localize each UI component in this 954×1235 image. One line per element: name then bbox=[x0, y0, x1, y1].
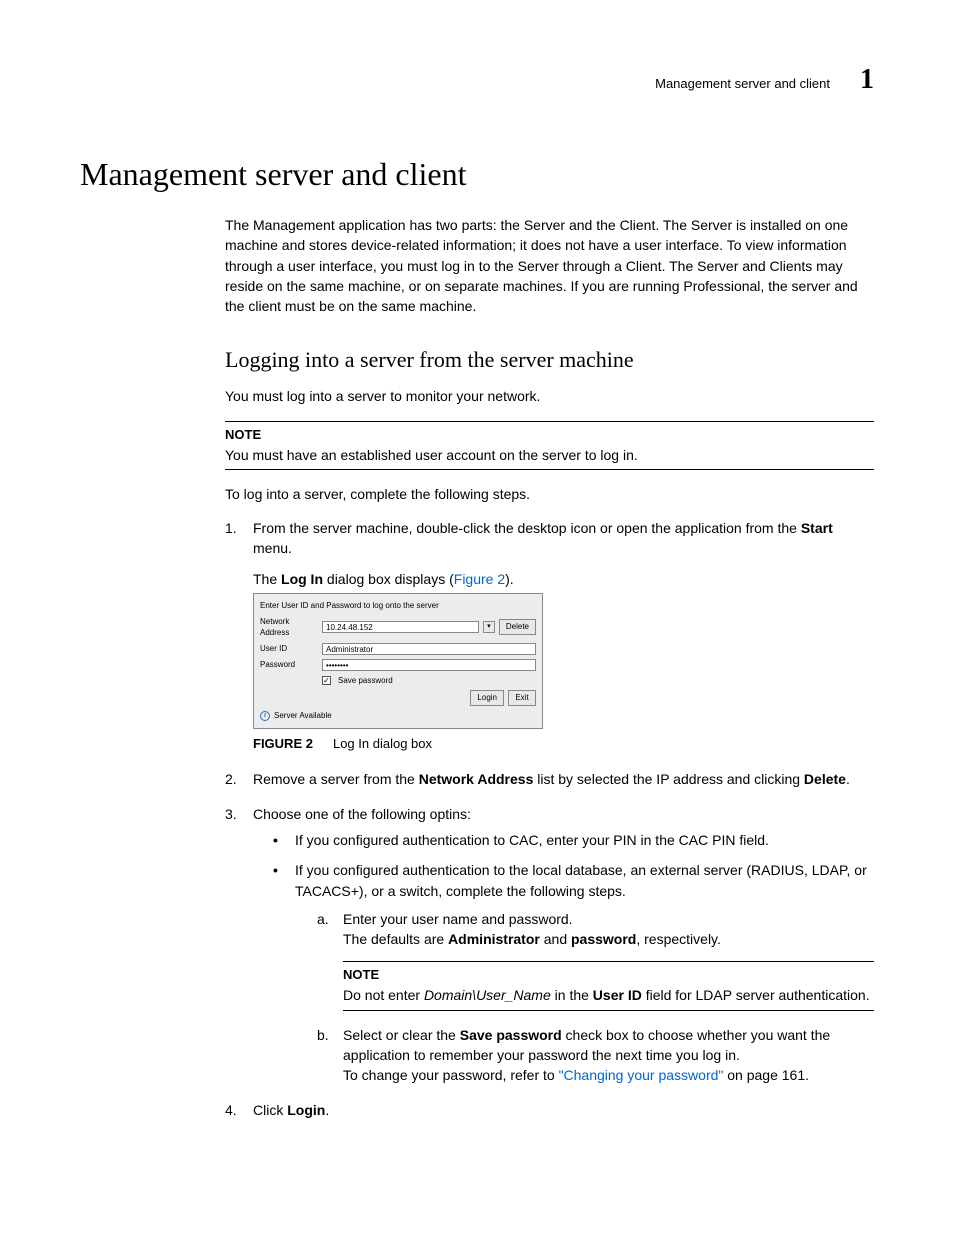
step-2: Remove a server from the Network Address… bbox=[225, 769, 874, 789]
substep-a-line1: Enter your user name and password. bbox=[343, 909, 874, 929]
note-block: NOTE You must have an established user a… bbox=[225, 421, 874, 470]
step2-t1: Remove a server from the bbox=[253, 771, 419, 787]
step2-t2: list by selected the IP address and clic… bbox=[533, 771, 804, 787]
step1-sub: The Log In dialog box displays (Figure 2… bbox=[253, 569, 874, 589]
s4-t1: Click bbox=[253, 1102, 287, 1118]
bullet-localdb: If you configured authentication to the … bbox=[273, 860, 874, 1085]
substep-b: Select or clear the Save password check … bbox=[317, 1025, 874, 1086]
figure-label: FIGURE 2 bbox=[253, 736, 313, 751]
sb-t1: Select or clear the bbox=[343, 1027, 460, 1043]
step1-sub-t1: The bbox=[253, 571, 281, 587]
running-header: Management server and client 1 bbox=[80, 60, 874, 101]
delete-button[interactable]: Delete bbox=[499, 619, 536, 635]
steps-list: From the server machine, double-click th… bbox=[225, 518, 874, 1120]
note2-text: Do not enter Domain\User_Name in the Use… bbox=[343, 985, 874, 1005]
chapter-number: 1 bbox=[860, 60, 874, 101]
sb-t4: on page 161. bbox=[723, 1067, 809, 1083]
substep-a-line2: The defaults are Administrator and passw… bbox=[343, 929, 874, 949]
step3-text: Choose one of the following optins: bbox=[253, 806, 471, 822]
network-address-row: Network Address 10.24.48.152 ▾ Delete bbox=[260, 616, 536, 639]
step2-t3: . bbox=[846, 771, 850, 787]
sb-b1: Save password bbox=[460, 1027, 562, 1043]
n2-t3: field for LDAP server authentication. bbox=[642, 987, 870, 1003]
step1-text1: From the server machine, double-click th… bbox=[253, 520, 801, 536]
n2-italic: Domain\User_Name bbox=[424, 987, 551, 1003]
password-field[interactable]: •••••••• bbox=[322, 659, 536, 671]
user-id-field[interactable]: Administrator bbox=[322, 643, 536, 655]
substep-a: Enter your user name and password. The d… bbox=[317, 909, 874, 1011]
network-address-field[interactable]: 10.24.48.152 bbox=[322, 621, 479, 633]
status-row: i Server Available bbox=[260, 710, 536, 722]
dialog-instruction: Enter User ID and Password to log onto t… bbox=[260, 600, 536, 612]
changing-password-link[interactable]: "Changing your password" bbox=[559, 1067, 724, 1083]
step2-b2: Delete bbox=[804, 771, 846, 787]
page-title: Management server and client bbox=[80, 151, 874, 197]
section-heading: Logging into a server from the server ma… bbox=[225, 344, 874, 376]
user-id-row: User ID Administrator bbox=[260, 643, 536, 655]
password-row: Password •••••••• bbox=[260, 659, 536, 671]
sa-t3: , respectively. bbox=[636, 931, 721, 947]
s4-b1: Login bbox=[287, 1102, 325, 1118]
note-label: NOTE bbox=[225, 426, 874, 445]
substep-b-line2: To change your password, refer to "Chang… bbox=[343, 1065, 874, 1085]
password-label: Password bbox=[260, 659, 318, 671]
sb-t3: To change your password, refer to bbox=[343, 1067, 559, 1083]
step1-sub-t3: ). bbox=[505, 571, 514, 587]
to-log-paragraph: To log into a server, complete the follo… bbox=[225, 484, 874, 504]
login-dialog: Enter User ID and Password to log onto t… bbox=[253, 593, 543, 729]
save-password-row: ✓ Save password bbox=[322, 675, 536, 687]
n2-bold: User ID bbox=[593, 987, 642, 1003]
substep-b-line1: Select or clear the Save password check … bbox=[343, 1025, 874, 1066]
header-title: Management server and client bbox=[655, 75, 830, 94]
step-1: From the server machine, double-click th… bbox=[225, 518, 874, 753]
info-icon: i bbox=[260, 711, 270, 721]
exit-button[interactable]: Exit bbox=[508, 690, 536, 706]
sa-b1: Administrator bbox=[448, 931, 540, 947]
save-password-checkbox[interactable]: ✓ bbox=[322, 676, 331, 685]
figure-2-link[interactable]: Figure 2 bbox=[454, 571, 505, 587]
dropdown-icon[interactable]: ▾ bbox=[483, 621, 495, 633]
step1-sub-bold: Log In bbox=[281, 571, 323, 587]
step1-sub-t2: dialog box displays ( bbox=[323, 571, 454, 587]
step-3: Choose one of the following optins: If y… bbox=[225, 804, 874, 1086]
step3-bullets: If you configured authentication to CAC,… bbox=[273, 830, 874, 1086]
note-text: You must have an established user accoun… bbox=[225, 445, 874, 465]
note-block-2: NOTE Do not enter Domain\User_Name in th… bbox=[343, 961, 874, 1010]
login-button[interactable]: Login bbox=[470, 690, 504, 706]
figure-2-caption: FIGURE 2 Log In dialog box bbox=[253, 735, 874, 754]
s4-t2: . bbox=[325, 1102, 329, 1118]
step1-bold-start: Start bbox=[801, 520, 833, 536]
sa-b2: password bbox=[571, 931, 636, 947]
substeps: Enter your user name and password. The d… bbox=[317, 909, 874, 1086]
step2-b1: Network Address bbox=[419, 771, 534, 787]
sa-t1: The defaults are bbox=[343, 931, 448, 947]
bullet-cac: If you configured authentication to CAC,… bbox=[273, 830, 874, 850]
status-text: Server Available bbox=[274, 710, 332, 722]
user-id-label: User ID bbox=[260, 643, 318, 655]
bullet2-text: If you configured authentication to the … bbox=[295, 862, 867, 898]
note2-label: NOTE bbox=[343, 966, 874, 985]
save-password-label: Save password bbox=[338, 675, 393, 687]
step1-text2: menu. bbox=[253, 540, 292, 556]
dialog-buttons: Login Exit bbox=[260, 690, 536, 706]
n2-t2: in the bbox=[551, 987, 593, 1003]
network-address-label: Network Address bbox=[260, 616, 318, 639]
n2-t1: Do not enter bbox=[343, 987, 424, 1003]
intro-paragraph: The Management application has two parts… bbox=[225, 215, 874, 316]
sa-t2: and bbox=[540, 931, 571, 947]
must-log-paragraph: You must log into a server to monitor yo… bbox=[225, 386, 874, 406]
figure-caption-text: Log In dialog box bbox=[333, 736, 432, 751]
step-4: Click Login. bbox=[225, 1100, 874, 1120]
